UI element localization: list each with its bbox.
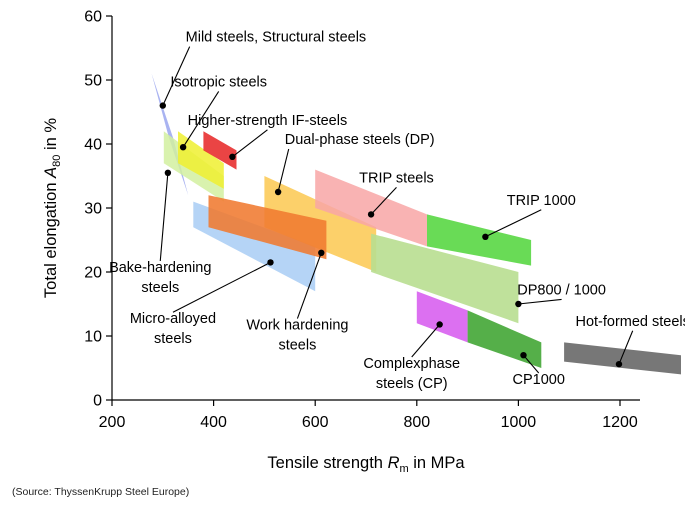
region-9	[427, 214, 532, 266]
region-12	[564, 342, 681, 375]
source-note: (Source: ThyssenKrupp Steel Europe)	[12, 486, 190, 498]
leader-line-0	[162, 46, 191, 106]
y-tick-label: 50	[84, 73, 102, 90]
marker-1	[267, 259, 274, 266]
x-tick-label: 1200	[602, 414, 638, 431]
axis-titles: Tensile strength Rm in MPa Total elongati…	[42, 118, 465, 475]
y-tick-label: 10	[84, 329, 102, 346]
y-tick-label: 0	[93, 393, 102, 410]
series-label-5: Dual-phase steels (DP)	[285, 132, 435, 148]
leader-line-3	[182, 91, 220, 148]
series-label-8: DP800 / 1000	[517, 282, 606, 298]
series-label-9: TRIP 1000	[507, 193, 576, 209]
leader-line-1	[172, 261, 271, 313]
x-tick-label: 400	[200, 414, 227, 431]
series-label-0: Mild steels, Structural steels	[186, 30, 367, 46]
series-label-3: Isotropic steels	[170, 74, 267, 90]
marker-12	[615, 360, 623, 368]
region-11	[467, 310, 542, 368]
leader-line-5	[277, 148, 290, 193]
steel-regions	[151, 73, 681, 375]
marker-7	[367, 211, 375, 218]
y-tick-label: 60	[84, 9, 102, 26]
x-tick-label: 600	[302, 414, 329, 431]
marker-5	[274, 188, 282, 196]
leader-line-9	[485, 209, 542, 238]
marker-9	[482, 233, 489, 240]
series-label-12: Hot-formed steels	[575, 314, 685, 330]
series-label-1: Micro-alloyed steels	[130, 311, 216, 347]
annotations: Mild steels, Structural steels Micro-allo…	[109, 30, 685, 392]
region-0	[151, 73, 189, 196]
marker-10	[436, 321, 443, 328]
axes: 0 10 20 30 40 50 60 200 400 600 800 1000 1200	[84, 9, 640, 431]
region-10	[416, 291, 468, 343]
x-tick-label: 200	[99, 414, 126, 431]
series-label-11: CP1000	[513, 372, 565, 388]
series-label-6: Work hardening steels	[246, 318, 348, 354]
y-tick-label: 40	[84, 137, 102, 154]
leader-line-11	[523, 354, 540, 374]
x-tick-label: 1000	[501, 414, 537, 431]
region-3	[178, 131, 224, 189]
region-6	[208, 195, 327, 260]
series-label-10: Complexphase steels (CP)	[363, 356, 460, 392]
y-axis-title: Total elongation A80 in %	[42, 118, 63, 298]
y-tick-label: 30	[84, 201, 102, 218]
leader-line-8	[518, 298, 562, 305]
marker-11	[520, 352, 527, 359]
leader-line-7	[370, 187, 397, 215]
marker-8	[515, 300, 522, 308]
series-label-2: Bake-hardening steels	[109, 260, 211, 296]
region-4	[203, 131, 237, 170]
leader-line-12	[618, 330, 634, 365]
x-tick-label: 800	[403, 414, 430, 431]
leader-line-6	[296, 252, 322, 319]
series-label-7: TRIP steels	[359, 170, 434, 186]
marker-3	[179, 144, 187, 151]
x-axis-title: Tensile strength Rm in MPa	[267, 454, 465, 475]
marker-2	[164, 169, 172, 176]
y-tick-label: 20	[84, 265, 102, 282]
leader-line-4	[232, 129, 268, 158]
leader-line-2	[159, 172, 169, 262]
marker-0	[159, 102, 166, 109]
marker-4	[229, 153, 236, 160]
region-8	[371, 233, 519, 324]
series-label-4: Higher-strength IF-steels	[188, 113, 348, 129]
leader-line-10	[411, 324, 441, 358]
region-7	[315, 169, 427, 247]
marker-6	[318, 249, 325, 256]
